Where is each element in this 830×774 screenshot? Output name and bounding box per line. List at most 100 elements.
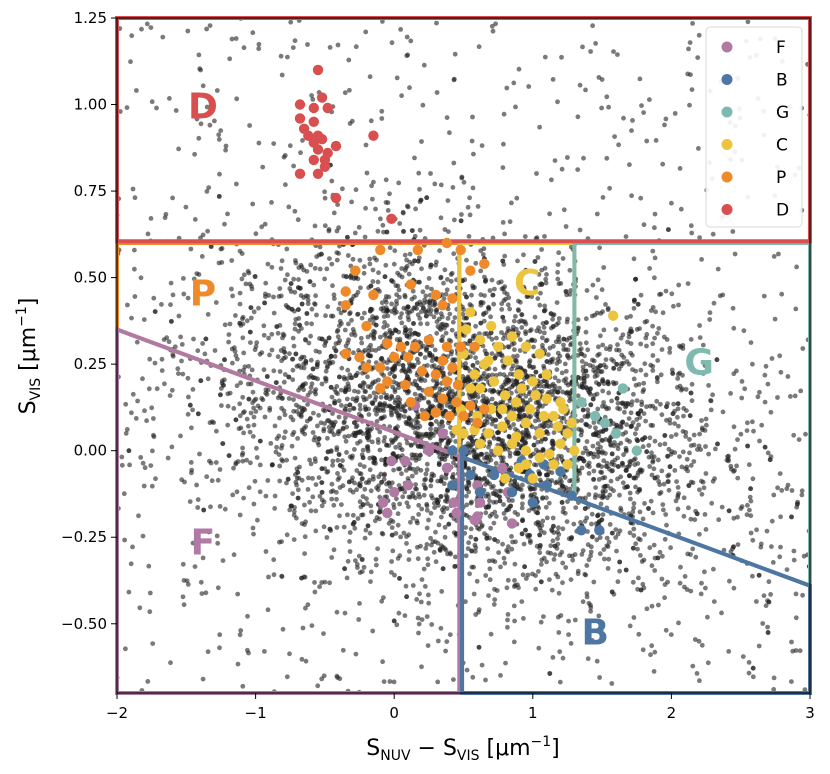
background-point bbox=[659, 576, 665, 582]
background-point bbox=[319, 251, 324, 257]
background-point bbox=[440, 451, 446, 457]
background-point bbox=[630, 118, 635, 123]
background-point bbox=[518, 318, 524, 324]
background-point bbox=[469, 438, 475, 444]
background-point bbox=[140, 460, 146, 466]
background-point bbox=[404, 257, 409, 263]
background-point bbox=[492, 597, 498, 602]
background-point bbox=[241, 45, 247, 51]
background-point bbox=[413, 206, 418, 212]
background-point bbox=[185, 28, 191, 34]
background-point bbox=[534, 171, 539, 176]
background-point bbox=[611, 365, 617, 371]
background-point bbox=[234, 181, 239, 187]
background-point bbox=[668, 632, 674, 637]
background-point bbox=[397, 442, 402, 447]
background-point bbox=[335, 202, 340, 208]
background-point bbox=[493, 401, 499, 407]
background-point bbox=[315, 423, 320, 429]
background-point bbox=[164, 335, 170, 341]
background-point bbox=[550, 77, 556, 82]
background-point bbox=[308, 385, 314, 390]
background-point bbox=[428, 483, 434, 489]
background-point bbox=[238, 628, 244, 633]
background-point bbox=[444, 287, 450, 293]
background-point bbox=[688, 443, 694, 448]
background-point bbox=[389, 301, 394, 307]
background-point bbox=[550, 438, 555, 444]
background-point bbox=[594, 295, 599, 300]
background-point bbox=[269, 331, 275, 337]
background-point bbox=[500, 541, 505, 547]
background-point bbox=[642, 501, 647, 506]
background-point bbox=[746, 670, 752, 676]
background-point bbox=[650, 510, 656, 516]
background-point bbox=[350, 521, 356, 527]
background-point bbox=[573, 505, 579, 510]
background-point bbox=[567, 267, 573, 273]
background-point bbox=[582, 571, 588, 577]
background-point bbox=[487, 577, 493, 583]
background-point bbox=[361, 564, 367, 570]
background-point bbox=[549, 587, 555, 593]
background-point bbox=[240, 394, 246, 400]
background-point bbox=[670, 371, 676, 376]
background-point bbox=[400, 363, 406, 368]
background-point bbox=[223, 143, 229, 149]
background-point bbox=[559, 479, 564, 485]
background-point bbox=[254, 455, 260, 460]
background-point bbox=[252, 478, 258, 484]
background-point bbox=[631, 376, 637, 382]
background-point bbox=[290, 356, 296, 362]
background-point bbox=[302, 337, 308, 342]
background-point bbox=[616, 366, 622, 372]
background-point bbox=[278, 53, 284, 59]
background-point bbox=[501, 141, 506, 147]
background-point bbox=[363, 407, 369, 412]
background-point bbox=[138, 275, 144, 281]
background-point bbox=[666, 446, 672, 452]
background-point bbox=[703, 471, 709, 476]
background-point bbox=[644, 138, 650, 144]
background-point bbox=[711, 300, 717, 306]
background-point bbox=[633, 541, 639, 547]
background-point bbox=[490, 372, 495, 378]
background-point bbox=[505, 544, 511, 550]
background-point bbox=[555, 269, 560, 275]
background-point bbox=[204, 474, 210, 480]
background-point bbox=[371, 365, 377, 370]
background-point bbox=[412, 330, 418, 336]
background-point bbox=[197, 451, 202, 457]
background-point bbox=[441, 481, 447, 487]
background-point bbox=[0, 323, 4, 328]
background-point bbox=[418, 321, 423, 327]
background-point bbox=[588, 553, 593, 559]
background-point bbox=[419, 617, 425, 622]
background-point bbox=[629, 193, 634, 199]
background-point bbox=[391, 679, 397, 685]
background-point bbox=[340, 186, 345, 192]
background-point bbox=[436, 462, 442, 467]
background-point bbox=[497, 371, 503, 377]
background-point bbox=[789, 639, 794, 645]
background-point bbox=[615, 455, 620, 461]
background-point bbox=[471, 448, 477, 454]
background-point bbox=[478, 292, 484, 298]
background-point bbox=[692, 517, 698, 523]
background-point bbox=[327, 526, 333, 532]
background-point bbox=[326, 228, 332, 234]
background-point bbox=[530, 571, 535, 577]
background-point bbox=[160, 34, 166, 40]
background-point bbox=[368, 488, 374, 494]
background-point bbox=[342, 610, 348, 616]
background-point bbox=[556, 339, 562, 345]
background-point bbox=[169, 319, 174, 324]
background-point bbox=[419, 664, 424, 670]
background-point bbox=[789, 488, 795, 493]
background-point bbox=[416, 621, 422, 627]
background-point bbox=[132, 294, 138, 299]
background-point bbox=[803, 431, 808, 437]
background-point bbox=[414, 597, 420, 602]
background-point bbox=[438, 182, 444, 188]
background-point bbox=[428, 404, 434, 410]
